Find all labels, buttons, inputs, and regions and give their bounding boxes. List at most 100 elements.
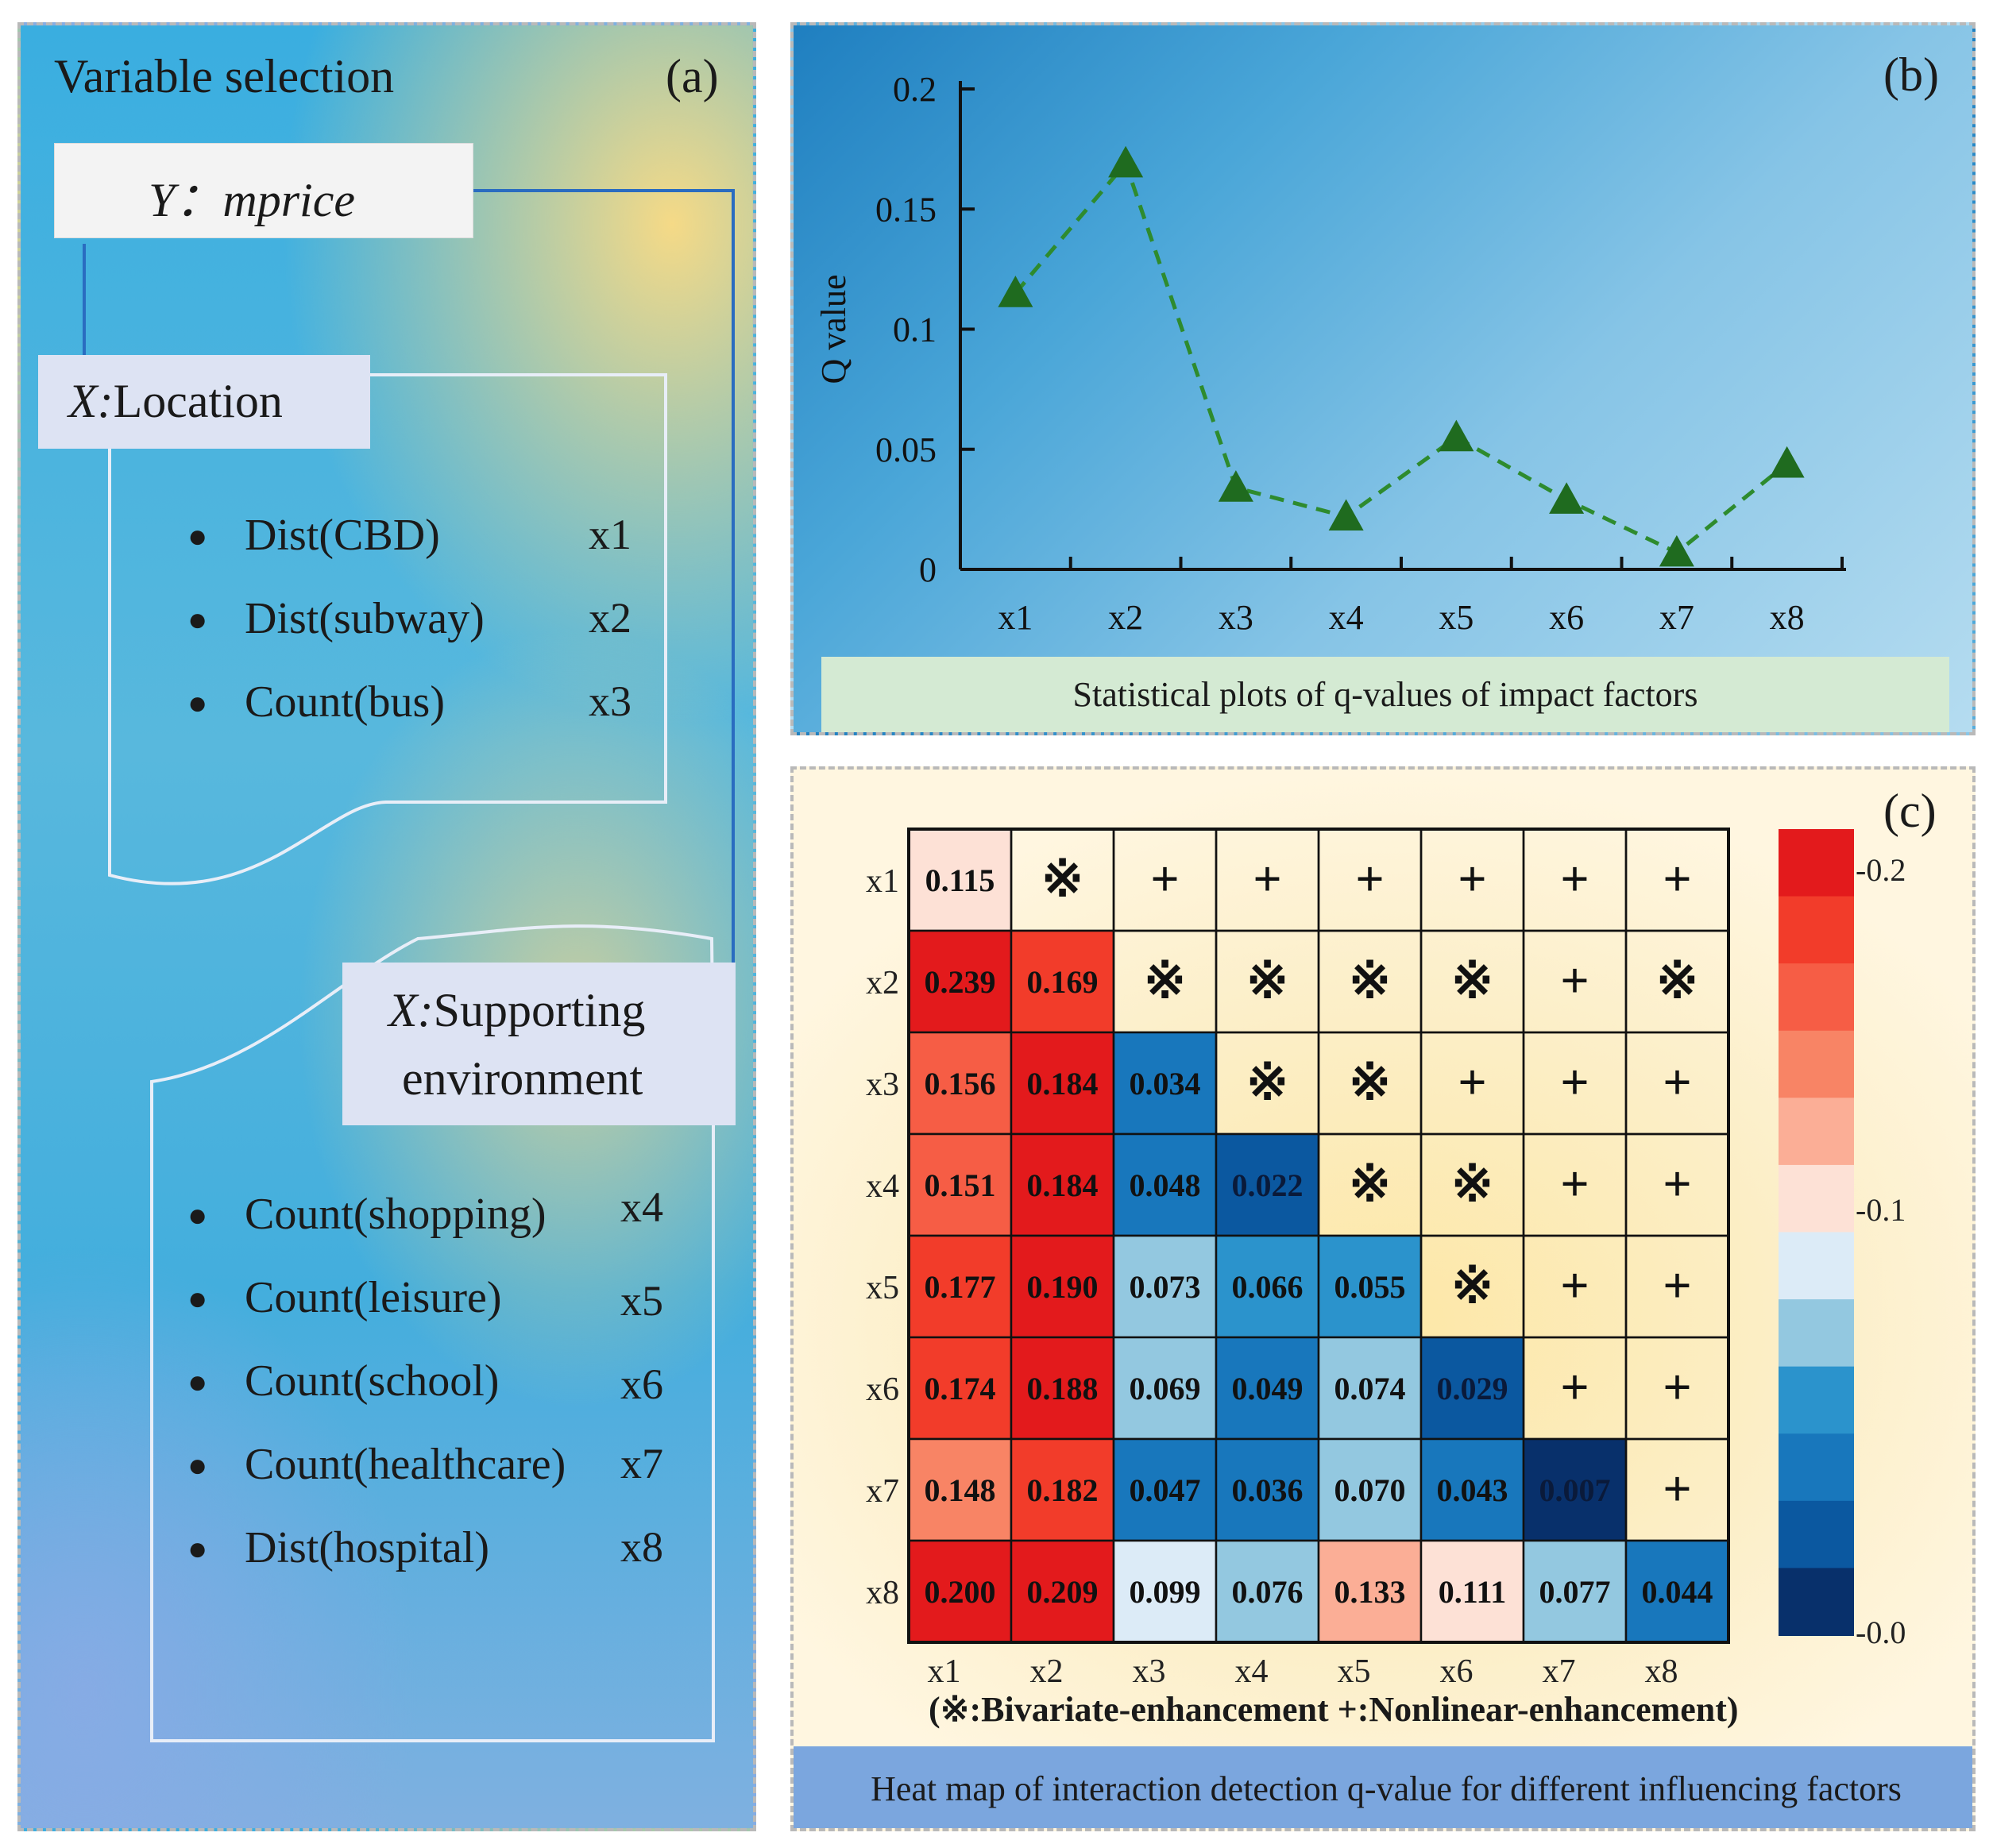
supporting-group-label-line2: environment	[402, 1052, 643, 1105]
heatmap-cell	[1112, 1132, 1218, 1237]
heatmap-cell-value: 0.169	[1027, 964, 1099, 1000]
heatmap-cell-value: 0.049	[1232, 1371, 1304, 1406]
col-label: x7	[1543, 1653, 1576, 1690]
heatmap-cell	[1010, 1336, 1115, 1441]
bivariate-enhancement-mark: ※	[1246, 952, 1289, 1009]
y-tick-label: 0.05	[875, 430, 937, 469]
panel-a-letter: (a)	[666, 50, 719, 102]
panel-b-letter: (b)	[1883, 48, 1939, 101]
item-name: Count(bus)	[245, 677, 445, 727]
heatmap-cell	[1419, 1336, 1525, 1441]
heatmap-cell	[1522, 1539, 1628, 1644]
colorbar-tick-label: -0.0	[1856, 1615, 1906, 1650]
x-tick-label: x7	[1659, 598, 1694, 637]
colorbar-segment	[1779, 1500, 1854, 1569]
nonlinear-enhancement-mark: +	[1560, 1359, 1589, 1415]
row-label: x2	[866, 965, 899, 1001]
nonlinear-enhancement-mark: +	[1663, 1359, 1691, 1415]
bivariate-enhancement-mark: ※	[1246, 1054, 1289, 1110]
nonlinear-enhancement-mark: +	[1458, 1054, 1486, 1110]
heatmap-cell	[1112, 1437, 1218, 1542]
heatmap-cell-value: 0.073	[1130, 1269, 1201, 1305]
bivariate-enhancement-mark: ※	[1041, 851, 1084, 907]
col-label: x4	[1235, 1653, 1269, 1690]
heatmap-cell-value: 0.043	[1437, 1472, 1508, 1508]
heatmap-cell-value: 0.066	[1232, 1269, 1304, 1305]
item-name: Dist(subway)	[245, 594, 485, 643]
heatmap-cell-value: 0.209	[1027, 1574, 1099, 1610]
item-code: x3	[589, 677, 632, 725]
nonlinear-enhancement-mark: +	[1560, 851, 1589, 907]
colorbar-segment	[1779, 963, 1854, 1032]
x-tick-label: x4	[1329, 598, 1364, 637]
heatmap-cell-value: 0.044	[1642, 1574, 1713, 1610]
col-label: x8	[1645, 1653, 1678, 1690]
bivariate-enhancement-mark: ※	[1349, 1054, 1392, 1110]
heatmap-cell	[1215, 1234, 1320, 1339]
panel-c-letter: (c)	[1883, 785, 1937, 837]
q-value-series-line	[1014, 159, 1789, 555]
row-label: x6	[866, 1372, 899, 1408]
heatmap-cell-value: 0.034	[1130, 1066, 1201, 1101]
bivariate-enhancement-mark: ※	[1656, 952, 1699, 1009]
panel-b-caption: Statistical plots of q-values of impact …	[1072, 675, 1698, 714]
heatmap-cell-value: 0.156	[925, 1066, 996, 1101]
nonlinear-enhancement-mark: +	[1150, 851, 1179, 907]
item-code: x4	[620, 1183, 663, 1231]
col-label: x5	[1338, 1653, 1371, 1690]
heatmap-cell	[1215, 1437, 1320, 1542]
x-tick-label: x3	[1219, 598, 1253, 637]
data-point-x5	[1439, 419, 1474, 452]
panel-b-caption-box: Statistical plots of q-values of impact …	[821, 657, 1949, 732]
nonlinear-enhancement-mark: +	[1253, 851, 1281, 907]
heatmap-cell-value: 0.115	[925, 862, 995, 898]
nonlinear-enhancement-mark: +	[1458, 851, 1486, 907]
heatmap-cell-value: 0.007	[1539, 1472, 1611, 1508]
data-point-x6	[1549, 482, 1585, 514]
col-label: x1	[928, 1653, 961, 1690]
item-name: Count(school)	[245, 1356, 500, 1406]
colorbar-segment	[1779, 1366, 1854, 1435]
y-tick-label: 0.15	[875, 190, 937, 229]
data-point-x7	[1659, 534, 1694, 567]
heatmap-cell-value: 0.099	[1130, 1574, 1201, 1610]
item-code: x7	[620, 1440, 663, 1487]
item-code: x6	[620, 1360, 663, 1408]
heatmap-cell-value: 0.048	[1130, 1167, 1201, 1203]
item-name: Count(leisure)	[245, 1273, 502, 1322]
bullet-icon: ●	[187, 1364, 208, 1401]
heatmap-cell	[907, 828, 1013, 932]
supporting-group-box: X:Supporting environment	[342, 963, 736, 1125]
location-prefix: X:	[68, 375, 114, 427]
interaction-heatmap: x1 0.115 ※ + + + + + + x2 0.239 0.169 ※ ※ ※ ※ + ※ x3 0.156 0…	[866, 828, 1906, 1690]
nonlinear-enhancement-mark: +	[1560, 1155, 1589, 1212]
row-label: x1	[866, 863, 899, 900]
y-tick-label: 0.1	[893, 311, 937, 349]
heatmap-cell-value: 0.177	[925, 1269, 996, 1305]
item-code: x8	[620, 1523, 663, 1571]
heatmap-cell-value: 0.239	[925, 964, 996, 1000]
heatmap-cell-value: 0.184	[1027, 1167, 1099, 1203]
heatmap-cell-value: 0.190	[1027, 1269, 1099, 1305]
nonlinear-enhancement-mark: +	[1560, 1257, 1589, 1314]
panel-a-title: Variable selection	[54, 50, 395, 102]
heatmap-cell-value: 0.184	[1027, 1066, 1099, 1101]
col-label: x3	[1133, 1653, 1166, 1690]
heatmap-cell	[1419, 1539, 1525, 1644]
colorbar-segment	[1779, 1433, 1854, 1502]
heatmap-cell-value: 0.182	[1027, 1472, 1099, 1508]
col-label: x6	[1440, 1653, 1474, 1690]
item-code: x2	[589, 594, 632, 642]
supporting-prefix: X:	[388, 984, 434, 1036]
col-label: x2	[1030, 1653, 1064, 1690]
heatmap-cell	[907, 1539, 1013, 1644]
heatmap-cell	[1010, 1234, 1115, 1339]
nonlinear-enhancement-mark: +	[1663, 1155, 1691, 1212]
panel-interaction-heatmap: (c) x1 0.115 ※ + + + + + + x2 0.239 0.169 ※ ※ ※ ※ + ※ x3 0.…	[790, 766, 1976, 1831]
nonlinear-enhancement-mark: +	[1663, 1054, 1691, 1110]
colorbar-segment	[1779, 829, 1854, 897]
colorbar-segment	[1779, 1568, 1854, 1636]
x-tick-label: x5	[1439, 598, 1474, 637]
panel-c-caption-box: Heat map of interaction detection q-valu…	[794, 1746, 1972, 1828]
location-group-box: X:Location	[38, 355, 370, 449]
